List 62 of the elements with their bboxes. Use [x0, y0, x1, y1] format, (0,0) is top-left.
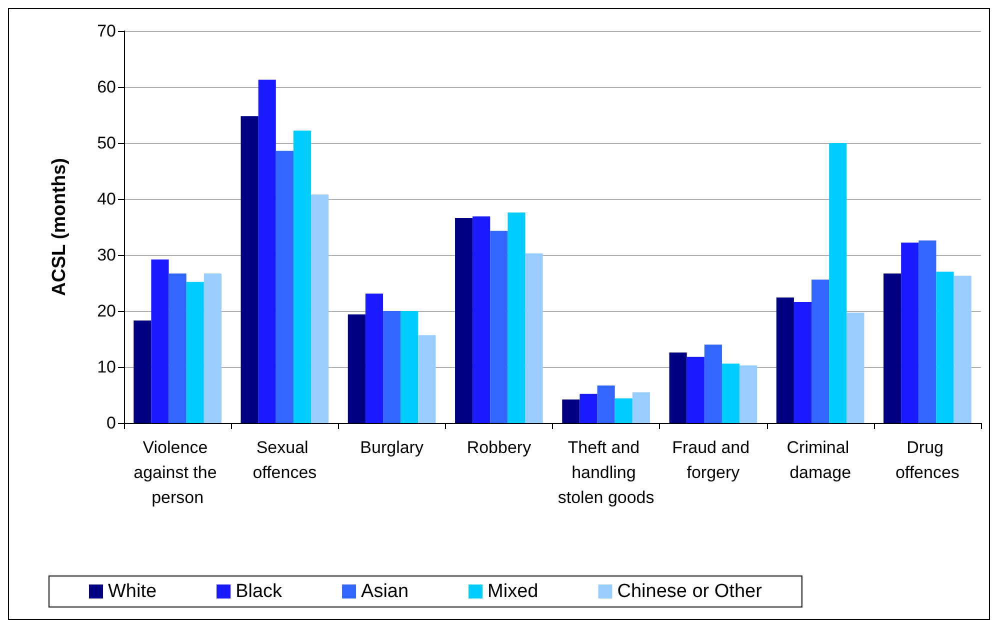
bar	[704, 344, 722, 423]
bar	[348, 314, 366, 423]
bar	[258, 80, 276, 423]
bar	[383, 311, 401, 423]
bar	[632, 392, 650, 423]
y-tick-label: 20	[97, 302, 116, 320]
bar	[686, 356, 704, 423]
bar	[418, 335, 436, 423]
bar	[400, 311, 418, 423]
bar	[293, 130, 312, 423]
x-tick-label: Fraud and forgery	[672, 438, 754, 482]
legend-label: Mixed	[488, 581, 538, 602]
y-axis-title: ACSL (months)	[49, 158, 70, 296]
x-tick-label: Robbery	[466, 438, 532, 457]
bar	[740, 365, 758, 423]
bar	[812, 280, 830, 423]
bar	[580, 394, 598, 423]
bar	[365, 294, 384, 423]
bar	[508, 212, 526, 423]
y-tick-label: 70	[97, 22, 116, 40]
bar	[918, 240, 936, 423]
bar	[722, 364, 740, 423]
bar	[562, 399, 580, 423]
x-tick-label: Sexual offences	[252, 438, 317, 482]
legend-label: Chinese or Other	[617, 581, 763, 602]
bar	[614, 398, 632, 423]
bar	[204, 273, 222, 423]
bar	[168, 273, 186, 423]
y-tick-label: 30	[97, 246, 116, 264]
bar	[794, 302, 812, 423]
x-tick-label: Criminal damage	[786, 438, 854, 482]
legend-label: Asian	[361, 581, 409, 602]
bar	[134, 320, 152, 423]
y-tick-label: 50	[97, 134, 116, 152]
bar	[669, 352, 687, 423]
bar	[846, 312, 864, 423]
legend-label: Black	[236, 581, 283, 602]
bar	[151, 259, 169, 423]
bar	[901, 242, 919, 423]
bar	[490, 230, 508, 423]
bar	[954, 276, 972, 423]
y-tick-label: 60	[97, 78, 116, 96]
legend-label: White	[108, 581, 157, 602]
x-tick-label: Theft and handling stolen goods	[558, 438, 654, 507]
bar	[776, 298, 794, 423]
x-tick-label: Burglary	[360, 438, 424, 457]
bar	[276, 150, 294, 423]
bar	[597, 385, 615, 423]
bar	[936, 272, 954, 423]
y-tick-label: 10	[97, 358, 116, 376]
bar	[829, 143, 847, 423]
bar	[455, 218, 473, 423]
bar	[472, 216, 490, 423]
bar	[884, 273, 902, 423]
bar	[186, 282, 204, 423]
y-tick-label: 40	[97, 190, 116, 208]
bar	[311, 194, 329, 423]
x-tick-label: Drug offences	[895, 438, 960, 482]
bar	[525, 253, 543, 423]
bar	[240, 116, 258, 423]
y-tick-label: 0	[106, 414, 116, 432]
x-tick-label: Violence against the person	[134, 438, 222, 507]
